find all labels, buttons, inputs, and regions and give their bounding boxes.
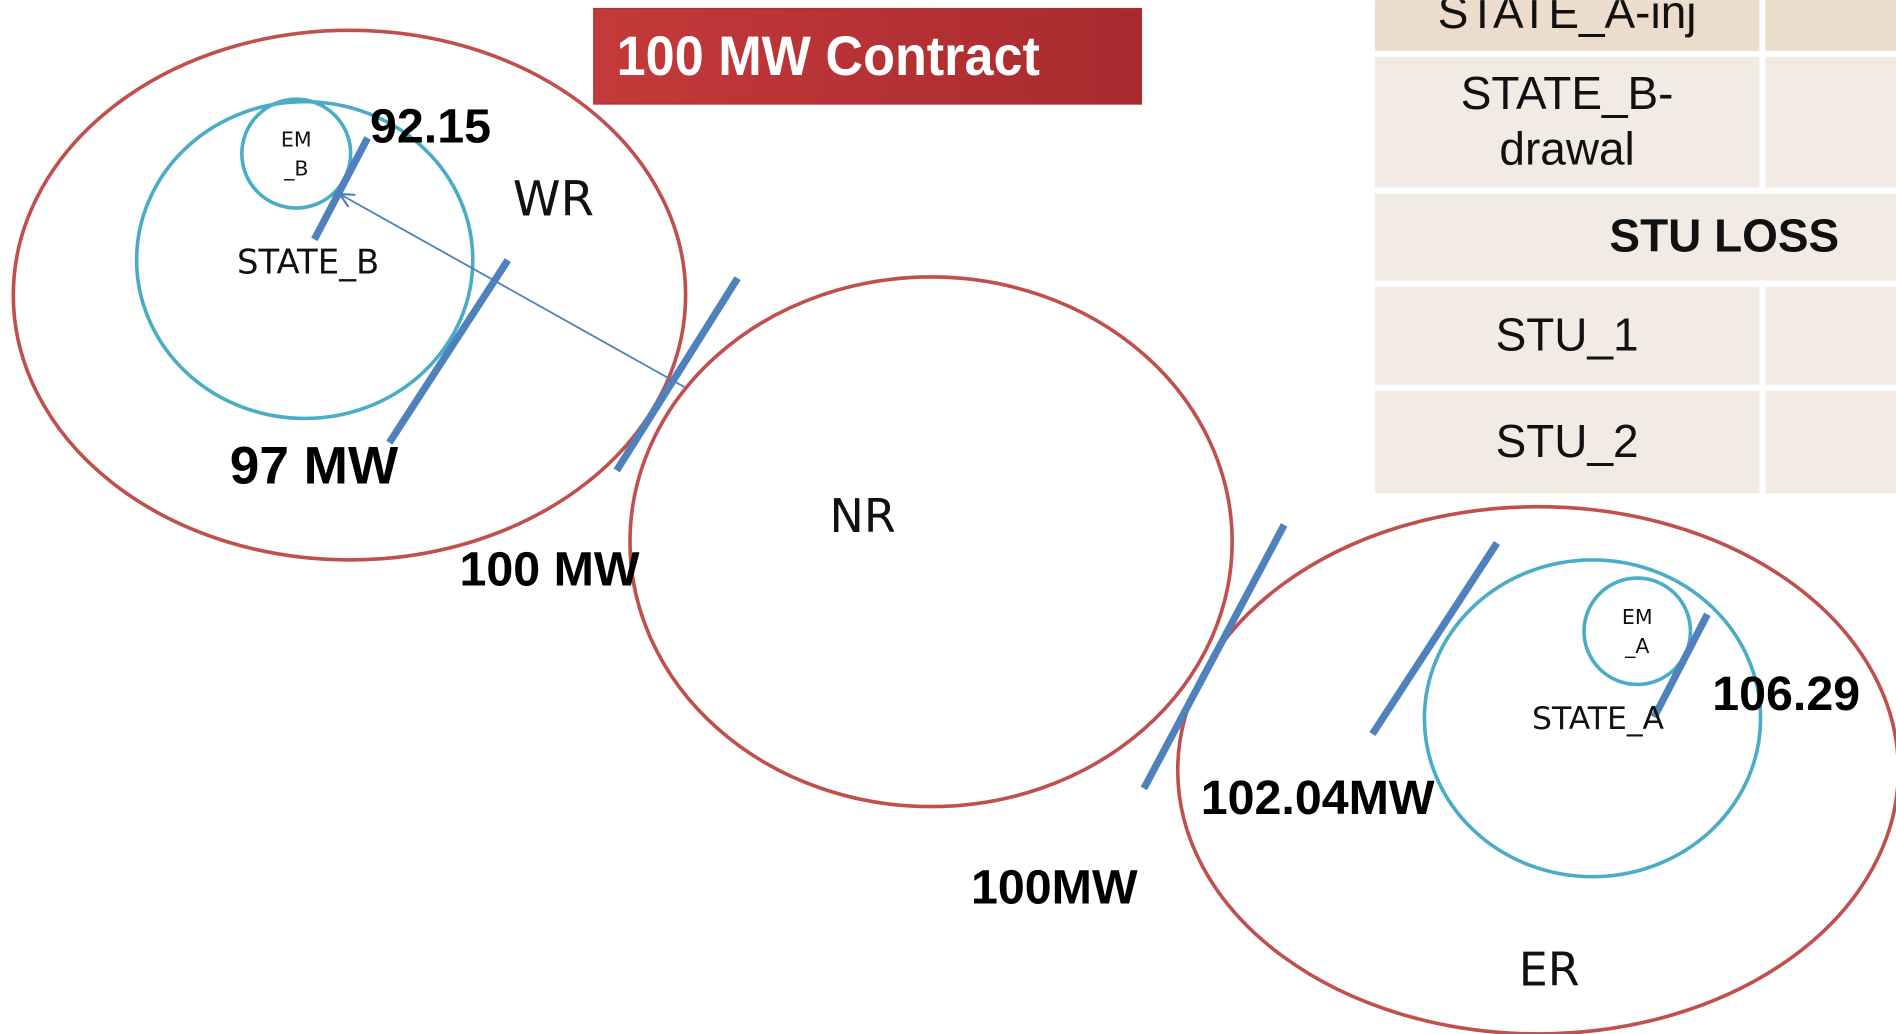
- cell-text: STU_1: [1495, 310, 1639, 362]
- table-cell: STATE_B-drawal: [1374, 56, 1760, 188]
- region-nr: [628, 275, 1234, 809]
- cell-text: STU LOSS: [1609, 211, 1840, 263]
- cell-text: STU_2: [1495, 416, 1639, 468]
- cell-text: drawal: [1499, 124, 1635, 176]
- meter-label: _A: [1624, 634, 1649, 658]
- title-box: [593, 7, 1143, 105]
- table-cell: [1765, 390, 1896, 494]
- flow-value: 100MW: [971, 860, 1138, 914]
- state-label: STATE_B: [237, 242, 379, 281]
- flow-value: 97 MW: [230, 437, 399, 496]
- cut-line: [1140, 523, 1288, 791]
- table-cell: STU_2: [1374, 390, 1760, 494]
- table-cell: [1765, 0, 1896, 51]
- cut-line: [386, 258, 511, 445]
- region-label: WR: [513, 171, 594, 227]
- meter-b: [240, 97, 353, 210]
- table-cell: [1765, 56, 1896, 188]
- meter-label: EM: [281, 127, 312, 151]
- cut-line: [613, 276, 741, 473]
- meter-label: EM: [1622, 605, 1653, 629]
- flow-arrow: [341, 195, 685, 388]
- cut-line: [1369, 541, 1501, 737]
- flow-value: 100 MW: [459, 542, 639, 596]
- cut-line: [1650, 612, 1711, 719]
- table-cell: STATE_A-inj: [1374, 0, 1760, 51]
- region-wr: [11, 28, 688, 562]
- state-label: STATE_A: [1532, 701, 1665, 737]
- cut-line: [311, 136, 371, 242]
- state-a: [1422, 558, 1763, 879]
- flow-value: 102.04MW: [1201, 771, 1435, 825]
- flow-value: 106.29: [1712, 667, 1860, 721]
- title: 100 MW Contract: [617, 25, 1040, 87]
- cell-text: STATE_A-inj: [1437, 0, 1697, 39]
- flow-value: 92.15: [370, 100, 491, 154]
- meter-a: [1582, 576, 1693, 687]
- table-cell: STU_1: [1374, 286, 1760, 385]
- region-label: NR: [830, 489, 896, 543]
- table-cell: STU LOSS: [1374, 193, 1896, 281]
- table-cell: [1765, 286, 1896, 385]
- meter-label: _B: [283, 156, 308, 180]
- region-label: ER: [1519, 943, 1580, 997]
- loss-table: STATE_A-inj STATE_B-drawal STU LOSS STU_…: [1374, 0, 1896, 494]
- cell-text: STATE_B-: [1460, 68, 1674, 120]
